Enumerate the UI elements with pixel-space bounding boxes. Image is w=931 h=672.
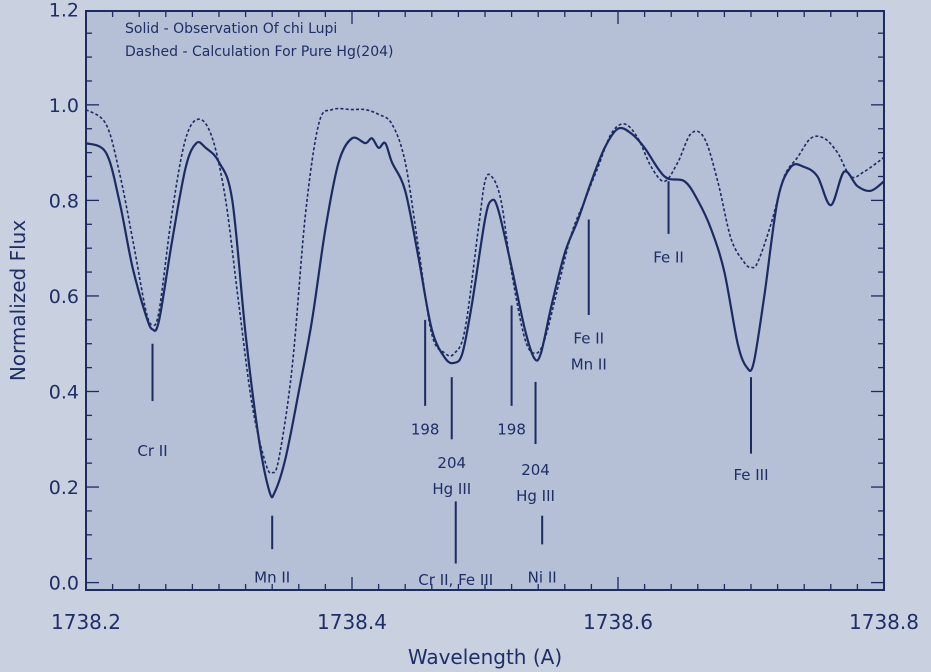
tick-labels: 0.0 0.2 0.4 0.6 0.8 1.0 1.2 1738.2 1738.4 1738.6 1… <box>49 0 919 634</box>
line-label: Hg III <box>516 487 555 505</box>
line-label: Fe II <box>653 249 684 267</box>
legend-entry: Dashed - Calculation For Pure Hg(204) <box>125 44 394 60</box>
line-label: 198 <box>497 420 526 438</box>
y-tick-label: 0.4 <box>49 382 79 404</box>
line-label: Cr II, Fe III <box>418 571 493 589</box>
y-tick-label: 0.0 <box>49 573 79 595</box>
legend-entry: Solid - Observation Of chi Lupi <box>125 21 337 37</box>
line-label: 204 <box>521 461 550 479</box>
line-label: Hg III <box>432 480 471 498</box>
legend: Solid - Observation Of chi Lupi Dashed - … <box>125 21 394 60</box>
y-tick-label: 0.2 <box>49 477 79 499</box>
line-label: Ni II <box>528 569 557 587</box>
line-label: Cr II <box>137 442 167 460</box>
calculated-spectrum-line <box>85 107 885 474</box>
line-label: Mn II <box>571 356 607 374</box>
y-tick-label: 0.6 <box>49 286 79 308</box>
y-tick-label: 0.8 <box>49 190 79 212</box>
line-label: 198 <box>411 420 440 438</box>
x-tick-label: 1738.8 <box>849 610 919 634</box>
y-tick-label: 1.2 <box>49 0 79 21</box>
x-tick-label: 1738.6 <box>583 610 653 634</box>
x-axis-title: Wavelength (A) <box>408 645 562 669</box>
line-label: Mn II <box>254 569 290 587</box>
plot-frame <box>85 10 885 591</box>
observed-spectrum-line <box>85 126 885 499</box>
x-tick-label: 1738.4 <box>317 610 387 634</box>
x-tick-label: 1738.2 <box>51 610 121 634</box>
line-label: 204 <box>437 454 466 472</box>
series-layer <box>85 107 885 499</box>
y-tick-label: 1.0 <box>49 95 79 117</box>
line-label: Fe II <box>573 330 604 348</box>
annotation-layer: Cr II Mn II 198 204 Hg III Cr II, Fe III 198 20… <box>137 181 769 589</box>
line-label: Fe III <box>733 466 768 484</box>
plot-area <box>86 11 884 590</box>
y-axis-title: Normalized Flux <box>6 220 30 382</box>
